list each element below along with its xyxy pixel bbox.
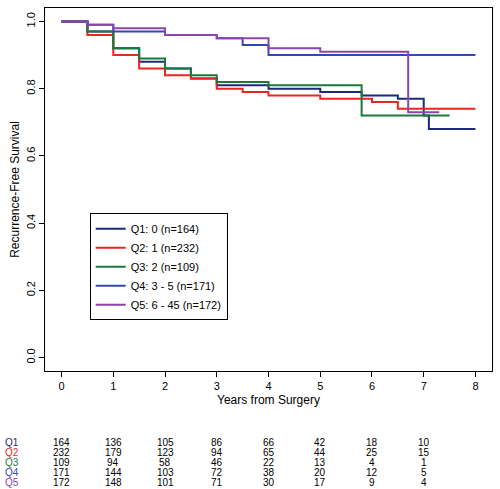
svg-text:Q4: 3 - 5 (n=171): Q4: 3 - 5 (n=171): [131, 280, 215, 292]
svg-text:20: 20: [314, 467, 326, 478]
svg-text:0: 0: [58, 380, 64, 392]
svg-text:1: 1: [421, 457, 427, 468]
svg-text:2: 2: [162, 380, 168, 392]
svg-text:148: 148: [105, 477, 122, 488]
svg-text:38: 38: [263, 467, 275, 478]
svg-text:144: 144: [105, 467, 122, 478]
svg-text:1.0: 1.0: [25, 12, 37, 27]
svg-text:4: 4: [369, 457, 375, 468]
svg-text:Q1: 0 (n=164): Q1: 0 (n=164): [131, 223, 199, 235]
svg-text:13: 13: [314, 457, 326, 468]
svg-text:10: 10: [418, 437, 430, 448]
svg-text:Q2: Q2: [5, 447, 19, 458]
svg-text:Q5: 6 - 45 (n=172): Q5: 6 - 45 (n=172): [131, 299, 221, 311]
svg-text:179: 179: [105, 447, 122, 458]
svg-text:72: 72: [211, 467, 223, 478]
svg-text:4: 4: [265, 380, 271, 392]
svg-text:44: 44: [314, 447, 326, 458]
svg-text:66: 66: [263, 437, 275, 448]
svg-text:15: 15: [418, 447, 430, 458]
svg-text:103: 103: [157, 467, 174, 478]
svg-text:Years from Surgery: Years from Surgery: [217, 393, 320, 407]
svg-text:9: 9: [369, 477, 375, 488]
svg-text:109: 109: [53, 457, 70, 468]
svg-text:5: 5: [421, 467, 427, 478]
svg-text:0.6: 0.6: [25, 147, 37, 162]
svg-text:0.8: 0.8: [25, 79, 37, 94]
svg-text:6: 6: [369, 380, 375, 392]
svg-text:Q4: Q4: [5, 467, 19, 478]
svg-text:Recurrence-Free Survival: Recurrence-Free Survival: [8, 121, 22, 258]
svg-text:42: 42: [314, 437, 326, 448]
svg-text:12: 12: [366, 467, 378, 478]
svg-text:1: 1: [110, 380, 116, 392]
svg-text:105: 105: [157, 437, 174, 448]
svg-text:Q3: 2 (n=109): Q3: 2 (n=109): [131, 261, 199, 273]
svg-text:5: 5: [317, 380, 323, 392]
svg-text:3: 3: [214, 380, 220, 392]
svg-text:18: 18: [366, 437, 378, 448]
svg-text:Q2: 1 (n=232): Q2: 1 (n=232): [131, 242, 199, 254]
svg-text:30: 30: [263, 477, 275, 488]
svg-text:17: 17: [314, 477, 326, 488]
svg-text:4: 4: [421, 477, 427, 488]
svg-text:172: 172: [53, 477, 70, 488]
svg-text:7: 7: [421, 380, 427, 392]
svg-text:25: 25: [366, 447, 378, 458]
svg-text:164: 164: [53, 437, 70, 448]
svg-text:0.2: 0.2: [25, 281, 37, 296]
svg-text:Q3: Q3: [5, 457, 19, 468]
svg-text:123: 123: [157, 447, 174, 458]
svg-text:58: 58: [159, 457, 171, 468]
svg-text:22: 22: [263, 457, 275, 468]
svg-text:Q5: Q5: [5, 477, 19, 488]
svg-text:0.0: 0.0: [25, 348, 37, 363]
svg-text:8: 8: [472, 380, 478, 392]
svg-text:86: 86: [211, 437, 223, 448]
svg-text:171: 171: [53, 467, 70, 478]
svg-text:94: 94: [107, 457, 119, 468]
svg-text:46: 46: [211, 457, 223, 468]
svg-text:136: 136: [105, 437, 122, 448]
svg-text:Q1: Q1: [5, 437, 19, 448]
svg-text:0.4: 0.4: [25, 214, 37, 229]
svg-text:65: 65: [263, 447, 275, 458]
svg-text:94: 94: [211, 447, 223, 458]
svg-text:232: 232: [53, 447, 70, 458]
svg-text:101: 101: [157, 477, 174, 488]
svg-text:71: 71: [211, 477, 223, 488]
